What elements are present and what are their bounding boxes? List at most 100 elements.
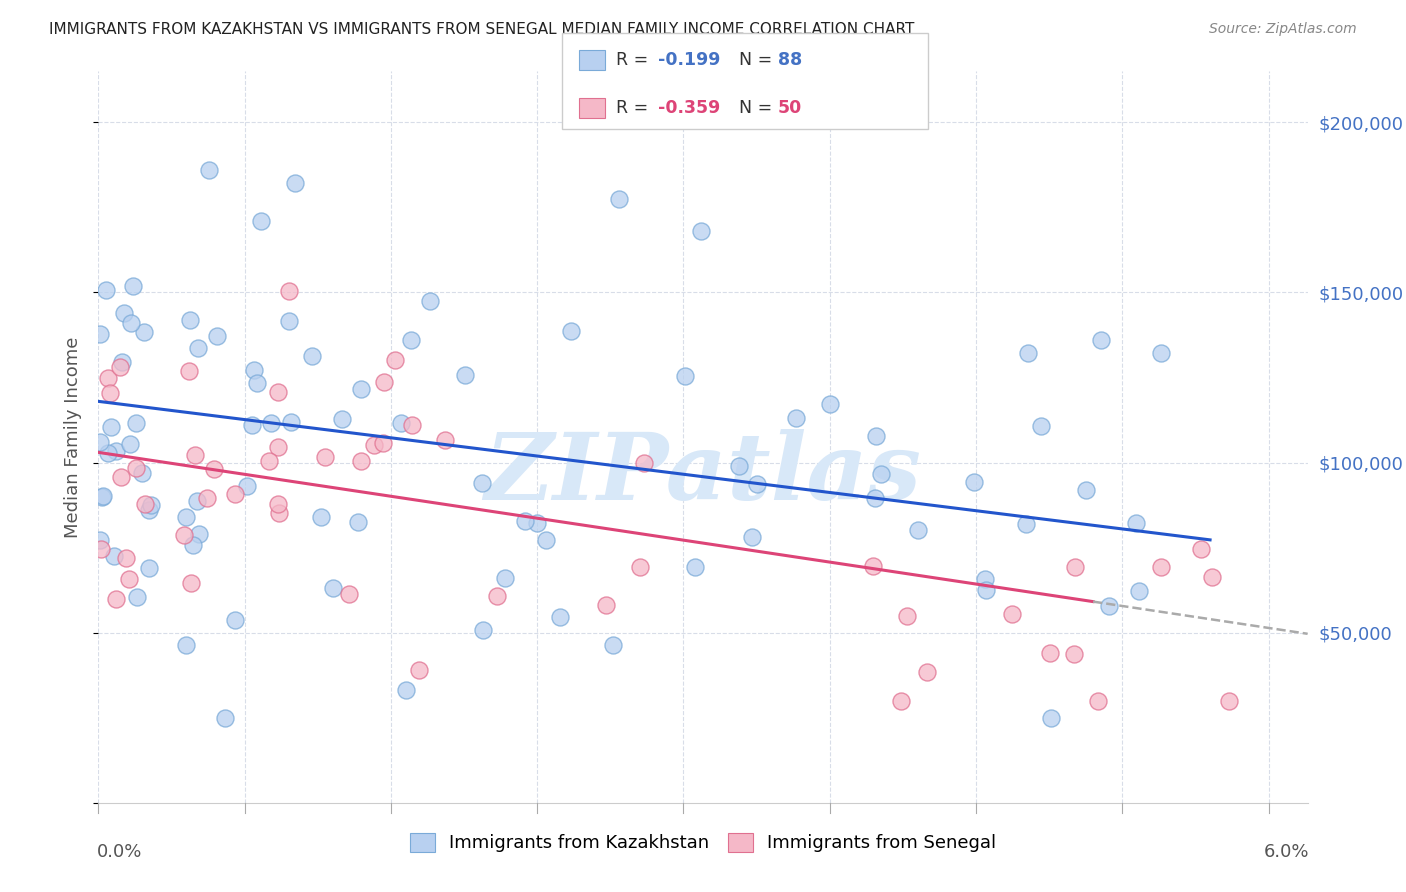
Point [91, 489, 114, 503]
Point [89, 533, 111, 548]
Point [138, 502, 160, 516]
Point [1015, 516, 1038, 531]
Point [98, 385, 121, 400]
Point [322, 581, 344, 595]
Point [890, 694, 912, 708]
Point [471, 476, 494, 491]
Point [745, 477, 768, 491]
Point [371, 436, 394, 450]
Point [1031, 418, 1053, 433]
Point [174, 509, 197, 524]
Point [202, 462, 225, 476]
Point [373, 376, 395, 390]
Point [690, 224, 713, 238]
Point [240, 417, 263, 432]
Point [433, 433, 456, 447]
Point [224, 486, 246, 500]
Point [277, 284, 299, 298]
Point [673, 369, 696, 384]
Point [363, 438, 385, 452]
Point [236, 479, 259, 493]
Point [186, 494, 208, 508]
Point [818, 397, 841, 411]
Point [785, 410, 807, 425]
Point [111, 354, 134, 368]
Point [330, 412, 353, 426]
Point [1039, 646, 1062, 660]
Text: 50: 50 [778, 99, 801, 117]
Legend: Immigrants from Kazakhstan, Immigrants from Senegal: Immigrants from Kazakhstan, Immigrants f… [402, 826, 1004, 860]
Point [1001, 607, 1024, 621]
Point [89, 327, 111, 342]
Point [131, 466, 153, 480]
Point [179, 312, 201, 326]
Point [399, 334, 422, 348]
Point [110, 470, 132, 484]
Text: ZIPatlas: ZIPatlas [485, 429, 921, 518]
Point [97, 371, 120, 385]
Point [267, 440, 290, 454]
Text: 0.0%: 0.0% [97, 843, 142, 861]
Point [1040, 711, 1063, 725]
Y-axis label: Median Family Income: Median Family Income [65, 336, 83, 538]
Point [915, 665, 938, 679]
Point [214, 711, 236, 725]
Point [117, 573, 139, 587]
Point [974, 583, 997, 598]
Point [1090, 333, 1112, 347]
Point [112, 306, 135, 320]
Point [494, 571, 516, 585]
Point [97, 445, 120, 459]
Point [472, 623, 495, 637]
Point [419, 294, 441, 309]
Point [550, 609, 572, 624]
Point [1017, 346, 1039, 360]
Point [963, 475, 986, 489]
Point [536, 533, 558, 548]
Point [907, 523, 929, 537]
Point [741, 530, 763, 544]
Point [183, 538, 205, 552]
Point [278, 314, 301, 328]
Point [104, 592, 127, 607]
Point [139, 498, 162, 512]
Point [863, 491, 886, 505]
Point [173, 528, 195, 542]
Point [633, 457, 655, 471]
Point [91, 490, 114, 504]
Point [120, 436, 142, 450]
Point [138, 561, 160, 575]
Point [862, 559, 884, 574]
Point [179, 364, 201, 378]
Point [513, 514, 536, 528]
Point [125, 590, 148, 604]
Text: N =: N = [728, 51, 778, 69]
Point [205, 328, 228, 343]
Point [865, 429, 887, 443]
Point [249, 214, 271, 228]
Point [267, 506, 290, 520]
Point [485, 590, 508, 604]
Text: R =: R = [616, 51, 654, 69]
Point [337, 587, 360, 601]
Point [284, 176, 307, 190]
Point [1128, 584, 1150, 599]
Text: N =: N = [728, 99, 778, 117]
Point [350, 454, 373, 468]
Point [1150, 345, 1173, 359]
Point [125, 461, 148, 475]
Point [1076, 483, 1098, 497]
Point [602, 638, 624, 652]
Point [89, 434, 111, 449]
Point [526, 516, 548, 530]
Point [224, 613, 246, 627]
Point [314, 450, 336, 464]
Point [243, 363, 266, 377]
Point [267, 384, 290, 399]
Point [280, 415, 302, 429]
Point [266, 497, 288, 511]
Text: 88: 88 [778, 51, 801, 69]
Point [260, 416, 283, 430]
Point [108, 360, 131, 375]
Point [301, 349, 323, 363]
